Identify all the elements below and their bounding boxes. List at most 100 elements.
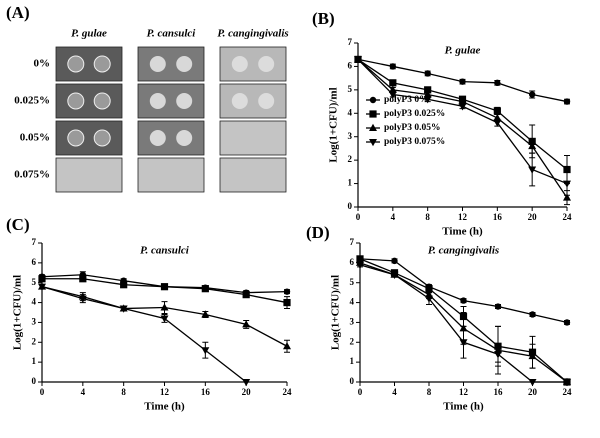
colony-spot bbox=[93, 92, 111, 110]
marker bbox=[201, 285, 209, 293]
y-tick-label: 6 bbox=[32, 257, 37, 267]
x-tick-label: 20 bbox=[528, 212, 538, 222]
y-axis-label: Log(1+CFU)/ml bbox=[330, 275, 342, 350]
colony-spot bbox=[67, 129, 85, 147]
y-tick-label: 0 bbox=[348, 201, 353, 211]
marker bbox=[388, 85, 397, 93]
panel-label: (C) bbox=[6, 215, 30, 234]
x-tick-label: 8 bbox=[121, 387, 126, 397]
x-tick-label: 24 bbox=[283, 387, 293, 397]
colony-spot bbox=[67, 92, 85, 110]
x-tick-label: 16 bbox=[494, 387, 504, 397]
marker bbox=[529, 311, 536, 318]
panel-label: (B) bbox=[312, 9, 335, 28]
plate-photo bbox=[55, 46, 123, 82]
marker bbox=[563, 193, 571, 201]
marker bbox=[389, 63, 397, 70]
series-line bbox=[42, 278, 288, 304]
marker bbox=[160, 315, 169, 323]
marker bbox=[120, 281, 128, 289]
y-tick-label: 5 bbox=[32, 277, 37, 287]
legend-label: polyP3 0% bbox=[384, 95, 429, 105]
x-tick-label: 8 bbox=[427, 387, 432, 397]
chart-title: P. cansulci bbox=[140, 245, 190, 257]
column-header: P. cangingivalis bbox=[217, 28, 288, 40]
y-tick-label: 3 bbox=[350, 316, 355, 326]
y-tick-label: 0 bbox=[32, 376, 37, 386]
marker bbox=[388, 91, 397, 99]
marker bbox=[283, 298, 291, 307]
x-axis-label: Time (h) bbox=[144, 401, 185, 413]
marker bbox=[528, 351, 537, 360]
marker bbox=[528, 379, 537, 387]
marker bbox=[458, 97, 467, 105]
y-tick-label: 6 bbox=[350, 257, 355, 267]
x-tick-label: 8 bbox=[425, 212, 430, 222]
plate-photo bbox=[219, 120, 287, 156]
x-axis-label: Time (h) bbox=[442, 226, 483, 238]
marker bbox=[38, 283, 46, 291]
colony-spot bbox=[258, 93, 275, 109]
legend-marker bbox=[369, 139, 377, 147]
y-tick-label: 2 bbox=[350, 336, 355, 346]
colony-spot bbox=[93, 55, 111, 73]
marker bbox=[424, 70, 431, 77]
marker bbox=[423, 96, 432, 104]
plate-photo bbox=[219, 46, 287, 82]
x-tick-label: 16 bbox=[201, 387, 211, 397]
marker bbox=[458, 103, 467, 111]
colony-spot bbox=[149, 130, 166, 146]
y-tick-label: 4 bbox=[32, 297, 37, 307]
y-tick-label: 5 bbox=[348, 84, 353, 94]
marker bbox=[425, 285, 433, 293]
plate-photo bbox=[55, 120, 123, 156]
y-tick-label: 6 bbox=[348, 60, 353, 70]
panel-label: (A) bbox=[6, 3, 30, 22]
marker bbox=[425, 295, 433, 303]
x-tick-label: 20 bbox=[242, 387, 252, 397]
marker bbox=[78, 295, 87, 303]
x-tick-label: 24 bbox=[563, 387, 573, 397]
marker bbox=[389, 79, 397, 87]
legend-label: polyP3 0.05% bbox=[384, 123, 440, 133]
marker bbox=[459, 78, 466, 85]
row-label: 0.05% bbox=[20, 132, 50, 144]
y-tick-label: 7 bbox=[348, 37, 353, 47]
y-tick-label: 1 bbox=[32, 356, 37, 366]
marker bbox=[460, 297, 467, 304]
colony-spot bbox=[176, 56, 193, 72]
x-tick-label: 4 bbox=[392, 387, 397, 397]
colony-spot bbox=[67, 55, 85, 73]
series-line bbox=[357, 58, 568, 185]
marker bbox=[283, 288, 291, 295]
legend-label: polyP3 0.075% bbox=[384, 137, 445, 147]
marker bbox=[160, 303, 169, 311]
x-tick-label: 4 bbox=[391, 212, 396, 222]
colony-spot bbox=[149, 56, 166, 72]
colony-spot bbox=[258, 56, 275, 72]
marker bbox=[528, 141, 537, 150]
colony-spot bbox=[176, 130, 193, 146]
y-tick-label: 2 bbox=[32, 336, 37, 346]
plate-photo bbox=[55, 157, 123, 193]
marker bbox=[563, 319, 571, 326]
marker bbox=[423, 90, 432, 98]
marker bbox=[119, 305, 128, 313]
marker bbox=[563, 165, 571, 174]
y-tick-label: 2 bbox=[348, 154, 353, 164]
x-tick-label: 12 bbox=[459, 387, 469, 397]
y-axis-label: Log(1+CFU)/ml bbox=[328, 87, 340, 162]
chart-title: P. gulae bbox=[445, 45, 481, 57]
x-tick-label: 24 bbox=[563, 212, 573, 222]
marker bbox=[354, 56, 362, 64]
y-tick-label: 1 bbox=[348, 178, 353, 188]
x-tick-label: 0 bbox=[358, 387, 363, 397]
marker bbox=[390, 271, 399, 279]
chart-title: P. cangingivalis bbox=[428, 245, 499, 257]
plate-grid: P. gulae P. cansulci P. cangingivalis 0% 0.0… bbox=[14, 28, 289, 193]
plate-photo bbox=[219, 83, 287, 119]
marker bbox=[242, 320, 251, 328]
x-tick-label: 12 bbox=[160, 387, 170, 397]
